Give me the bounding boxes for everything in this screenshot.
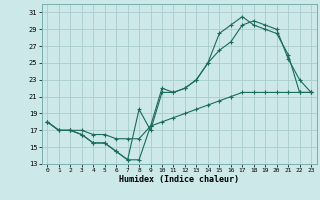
X-axis label: Humidex (Indice chaleur): Humidex (Indice chaleur) xyxy=(119,175,239,184)
